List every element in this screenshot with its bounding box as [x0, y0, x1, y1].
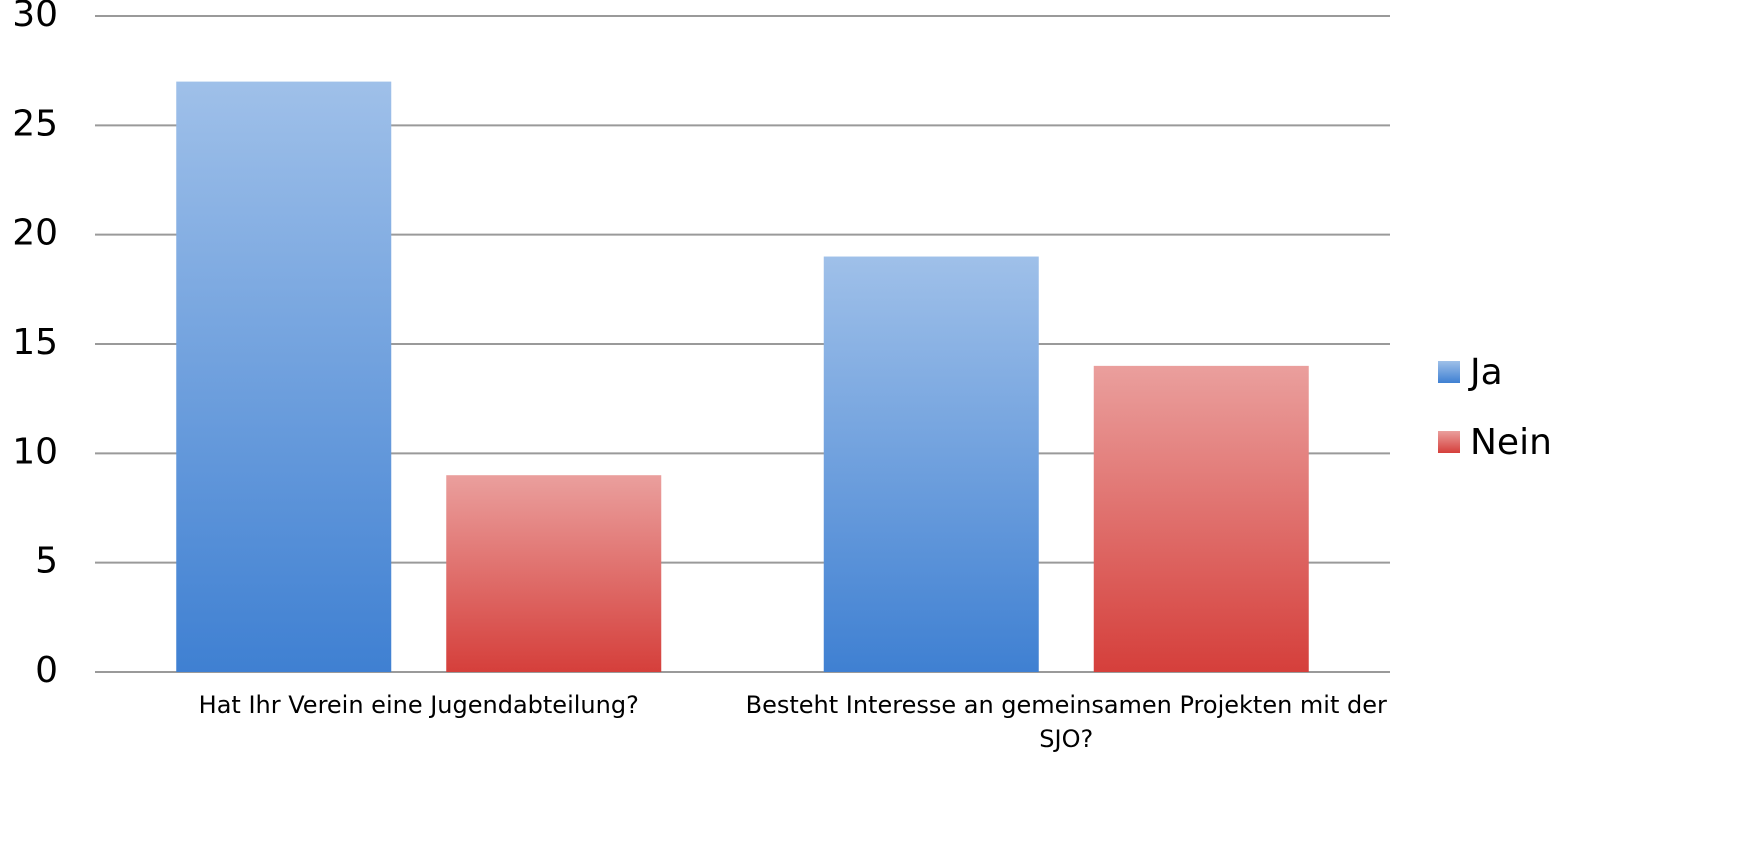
x-tick-label: Hat Ihr Verein eine Jugendabteilung?: [198, 691, 639, 719]
y-tick-label: 20: [12, 213, 58, 254]
x-tick-label: Besteht Interesse an gemeinsamen Projekt…: [745, 691, 1387, 753]
bar: [1093, 365, 1309, 672]
y-tick-label: 25: [12, 103, 58, 144]
legend-label: Ja: [1468, 352, 1503, 393]
legend-swatch: [1438, 361, 1460, 383]
y-tick-label: 15: [12, 322, 58, 363]
y-tick-label: 5: [35, 541, 58, 582]
legend-label: Nein: [1470, 422, 1552, 463]
y-tick-label: 30: [12, 0, 58, 35]
y-tick-label: 0: [35, 650, 58, 691]
x-tick-label-box: Besteht Interesse an gemeinsamen Projekt…: [745, 691, 1387, 753]
bar: [176, 81, 392, 673]
bar: [446, 475, 662, 672]
x-tick-label-box: Hat Ihr Verein eine Jugendabteilung?: [198, 691, 639, 719]
y-tick-label: 10: [12, 431, 58, 472]
bar: [823, 256, 1039, 672]
legend-swatch: [1438, 431, 1460, 453]
